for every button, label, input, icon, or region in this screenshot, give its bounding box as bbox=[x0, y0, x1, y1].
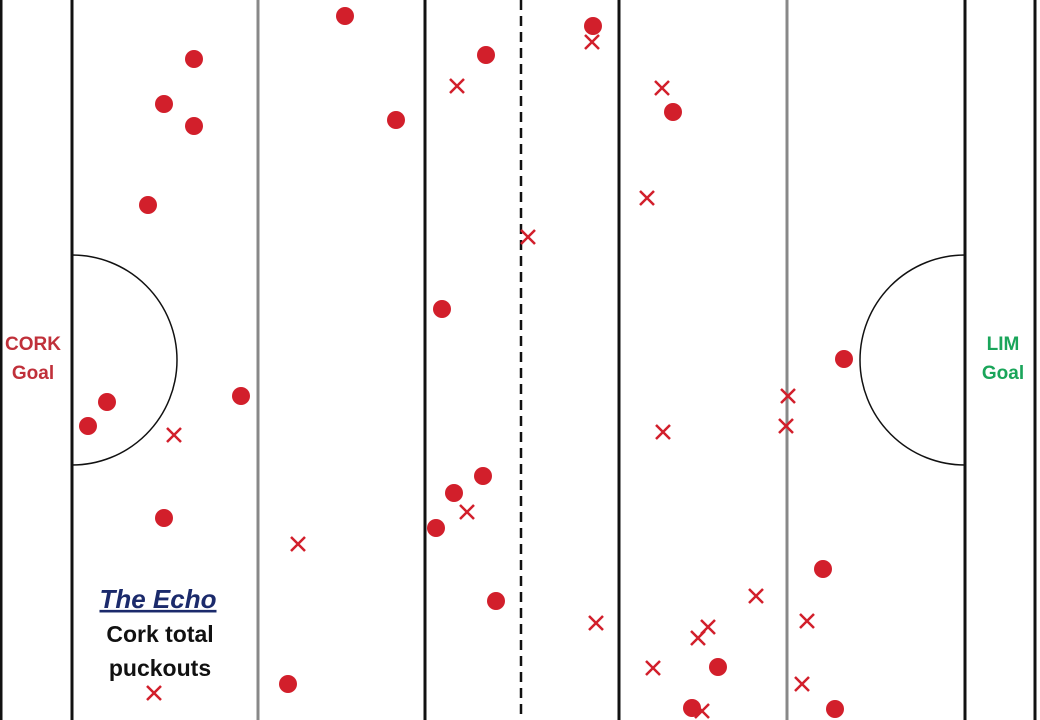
title: Cork total bbox=[106, 621, 213, 647]
goal-label: LIM bbox=[987, 334, 1020, 355]
puckout-lost bbox=[520, 229, 536, 245]
puckout-won bbox=[427, 519, 445, 537]
semicircle bbox=[859, 254, 966, 466]
semicircle bbox=[71, 254, 178, 466]
puckout-won bbox=[826, 700, 844, 718]
puckout-lost bbox=[645, 660, 661, 676]
puckout-lost bbox=[166, 427, 182, 443]
puckout-lost bbox=[694, 703, 710, 719]
puckout-lost bbox=[690, 630, 706, 646]
puckout-lost bbox=[780, 388, 796, 404]
puckout-lost bbox=[799, 613, 815, 629]
goal-label: CORK bbox=[5, 334, 61, 355]
puckout-won bbox=[185, 50, 203, 68]
puckout-lost bbox=[146, 685, 162, 701]
puckout-won bbox=[155, 95, 173, 113]
puckout-won bbox=[387, 111, 405, 129]
puckout-lost bbox=[794, 676, 810, 692]
puckout-won bbox=[835, 350, 853, 368]
puckout-lost bbox=[748, 588, 764, 604]
puckout-won bbox=[279, 675, 297, 693]
puckout-lost bbox=[290, 536, 306, 552]
puckout-won bbox=[709, 658, 727, 676]
puckout-lost bbox=[639, 190, 655, 206]
puckout-won bbox=[584, 17, 602, 35]
puckout-won bbox=[232, 387, 250, 405]
goal-label: Goal bbox=[982, 363, 1024, 384]
puckout-won bbox=[79, 417, 97, 435]
puckout-won bbox=[474, 467, 492, 485]
puckout-won bbox=[336, 7, 354, 25]
puckout-lost bbox=[655, 424, 671, 440]
puckout-lost bbox=[654, 80, 670, 96]
puckout-lost bbox=[459, 504, 475, 520]
puckout-won bbox=[445, 484, 463, 502]
puckout-lost bbox=[778, 418, 794, 434]
puckout-won bbox=[139, 196, 157, 214]
puckout-won bbox=[683, 699, 701, 717]
puckout-lost bbox=[584, 34, 600, 50]
puckout-lost bbox=[588, 615, 604, 631]
puckout-won bbox=[814, 560, 832, 578]
puckout-won bbox=[477, 46, 495, 64]
brand: The Echo bbox=[99, 584, 216, 614]
puckout-won bbox=[98, 393, 116, 411]
puckout-won bbox=[664, 103, 682, 121]
puckout-won bbox=[487, 592, 505, 610]
puckout-lost bbox=[449, 78, 465, 94]
title: puckouts bbox=[109, 655, 211, 681]
goal-label: Goal bbox=[12, 363, 54, 384]
puckout-won bbox=[433, 300, 451, 318]
puckout-won bbox=[185, 117, 203, 135]
puckout-won bbox=[155, 509, 173, 527]
